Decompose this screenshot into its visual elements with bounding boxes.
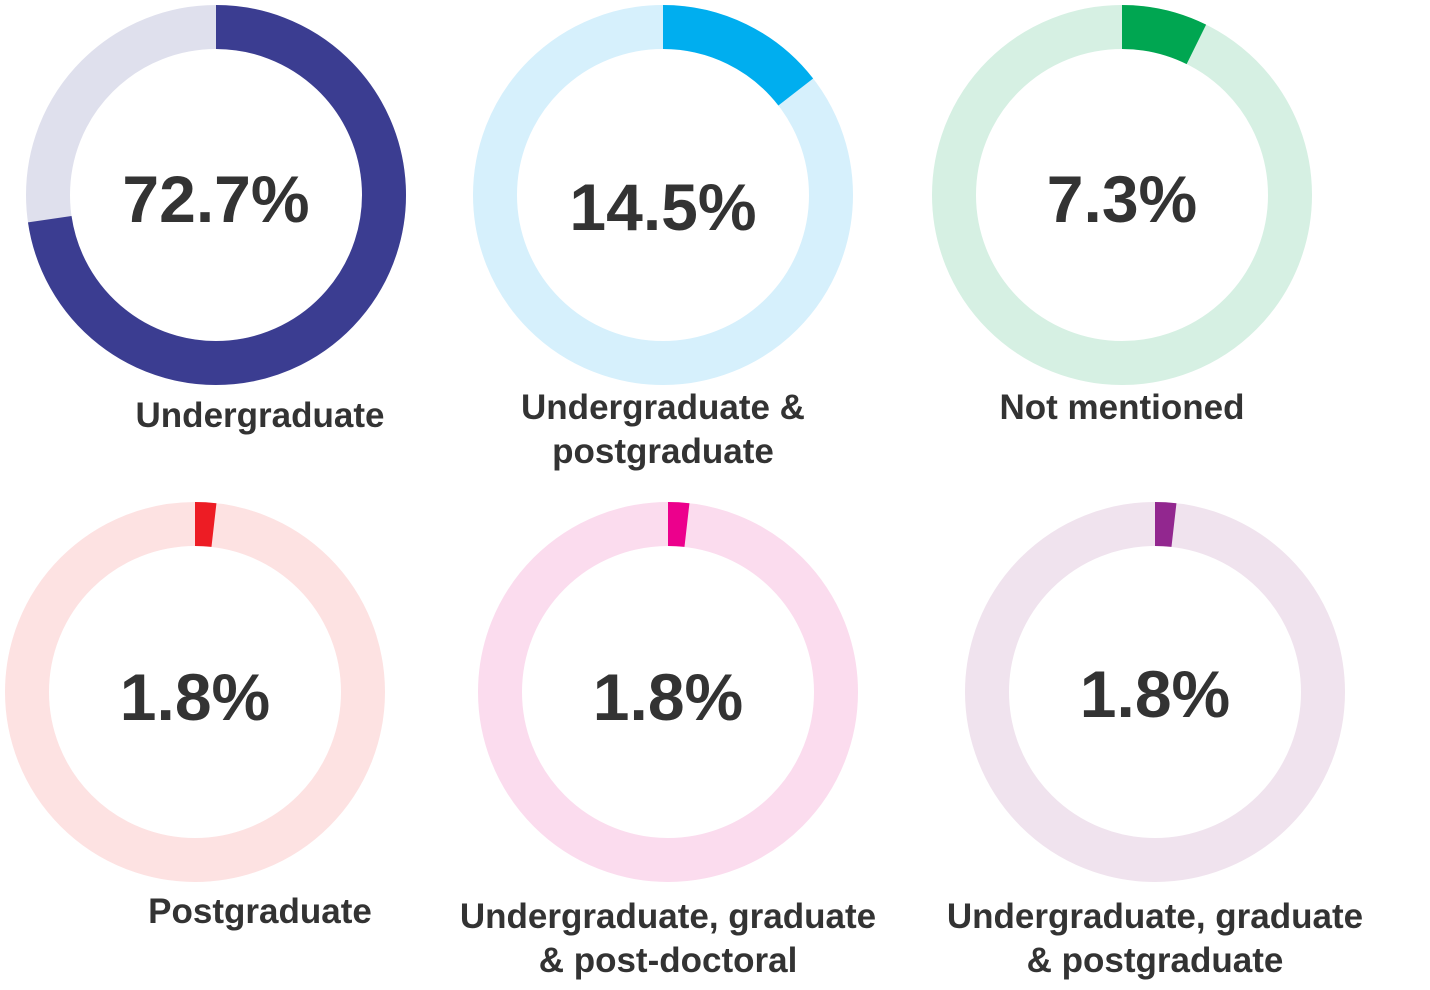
donut-chart-1: 72.7%	[26, 5, 406, 385]
donut-chart-3: 7.3%	[932, 5, 1312, 385]
donut-category-label: Undergraduate, graduate & postgraduate	[946, 897, 1364, 980]
donut-category-label: Undergraduate	[135, 396, 385, 435]
donut-slice	[667, 502, 690, 547]
donut-slice	[662, 5, 814, 106]
donut-slice	[1121, 5, 1207, 65]
donut-percent-label: 1.8%	[120, 660, 270, 734]
donut-slice	[1154, 502, 1177, 547]
donut-chart-2: 14.5%	[473, 5, 853, 385]
donut-category-label: Undergraduate & postgraduate	[521, 388, 805, 471]
donut-category-label: Undergraduate, graduate & post-doctoral	[459, 897, 877, 980]
donut-percent-label: 7.3%	[1047, 162, 1197, 236]
donut-category-label: Not mentioned	[999, 388, 1245, 427]
donut-chart-4: 1.8%	[5, 502, 385, 882]
donut-chart-6: 1.8%	[965, 502, 1345, 882]
donut-slice	[27, 5, 406, 385]
donut-slice	[194, 502, 217, 547]
donut-percent-label: 1.8%	[593, 660, 743, 734]
donut-chart-5: 1.8%	[478, 502, 858, 882]
donut-percent-label: 14.5%	[569, 170, 756, 244]
donut-category-label: Postgraduate	[148, 892, 372, 931]
donut-percent-label: 72.7%	[122, 162, 309, 236]
donut-percent-label: 1.8%	[1080, 657, 1230, 731]
